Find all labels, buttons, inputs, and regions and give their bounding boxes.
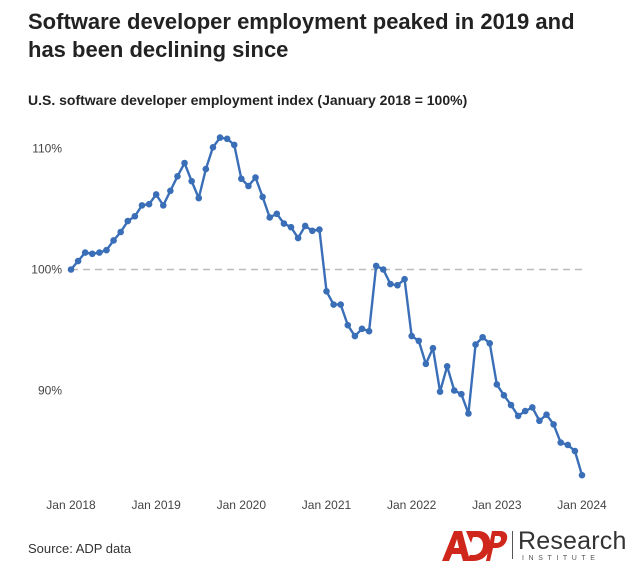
data-point-2018-10 bbox=[131, 212, 139, 220]
data-point-2020-08 bbox=[287, 223, 295, 231]
x-tick-label: Jan 2018 bbox=[46, 498, 96, 512]
data-point-2019-03 bbox=[167, 187, 174, 195]
x-tick-label: Jan 2023 bbox=[472, 498, 522, 512]
data-point-2019-07 bbox=[195, 194, 203, 202]
data-point-2022-06 bbox=[443, 363, 451, 370]
data-point-2020-11 bbox=[309, 227, 316, 235]
data-point-2019-04 bbox=[174, 173, 181, 180]
y-tick-label: 110% bbox=[32, 142, 62, 156]
data-point-2021-12 bbox=[401, 275, 408, 283]
data-point-2018-01 bbox=[67, 266, 75, 273]
data-point-2019-10 bbox=[216, 134, 224, 141]
logo-research-text: Research bbox=[518, 527, 627, 555]
data-point-2022-01 bbox=[408, 332, 415, 340]
data-point-2021-09 bbox=[379, 266, 387, 273]
data-point-2020-10 bbox=[301, 222, 309, 230]
data-point-2021-07 bbox=[365, 327, 373, 335]
data-point-2018-08 bbox=[117, 228, 124, 236]
data-point-2020-05 bbox=[266, 214, 274, 221]
data-point-2020-03 bbox=[252, 174, 259, 181]
y-tick-label: 100% bbox=[31, 263, 62, 277]
x-tick-label: Jan 2019 bbox=[131, 498, 181, 512]
data-point-2018-06 bbox=[103, 246, 110, 254]
logo-institute-text: INSTITUTE bbox=[522, 555, 600, 562]
data-point-2018-07 bbox=[110, 237, 117, 244]
data-point-2020-12 bbox=[316, 226, 323, 233]
data-point-2018-05 bbox=[96, 249, 103, 256]
data-point-2023-06 bbox=[529, 404, 536, 411]
x-tick-label: Jan 2022 bbox=[387, 498, 437, 512]
data-point-2021-11 bbox=[394, 281, 401, 289]
data-point-2020-06 bbox=[273, 210, 281, 218]
data-point-2018-04 bbox=[88, 250, 96, 258]
data-point-2022-08 bbox=[458, 390, 465, 398]
x-tick-label: Jan 2021 bbox=[302, 498, 352, 512]
data-point-2023-07 bbox=[536, 417, 543, 425]
data-point-2023-09 bbox=[550, 421, 557, 428]
data-point-2021-10 bbox=[387, 280, 394, 288]
data-point-2020-02 bbox=[245, 182, 252, 190]
data-point-2023-12 bbox=[571, 447, 579, 455]
line-chart: 90% 100% 110% Jan 2018 Jan 2019 Jan 2020 Jan … bbox=[31, 134, 607, 512]
series-line bbox=[70, 136, 584, 476]
data-point-2023-11 bbox=[564, 441, 572, 449]
data-point-2023-01 bbox=[493, 381, 501, 388]
data-point-2023-03 bbox=[507, 401, 515, 409]
x-tick-label: Jan 2024 bbox=[557, 498, 607, 512]
data-point-2022-12 bbox=[486, 340, 494, 347]
data-point-2018-03 bbox=[81, 249, 89, 256]
data-point-2021-08 bbox=[372, 262, 380, 270]
data-point-2023-10 bbox=[557, 439, 565, 446]
data-point-2022-05 bbox=[436, 388, 444, 396]
data-point-2020-07 bbox=[280, 220, 288, 227]
data-point-2022-04 bbox=[429, 344, 437, 352]
data-point-2019-01 bbox=[152, 191, 160, 198]
logo-divider bbox=[512, 531, 513, 559]
chart-subtitle: U.S. software developer employment index… bbox=[28, 92, 468, 108]
data-point-2018-09 bbox=[124, 217, 132, 225]
data-point-2018-11 bbox=[138, 202, 146, 209]
data-point-2020-09 bbox=[294, 234, 302, 242]
data-point-2019-06 bbox=[188, 177, 195, 185]
data-point-2019-08 bbox=[202, 165, 210, 173]
data-point-2022-02 bbox=[415, 337, 423, 345]
x-tick-label: Jan 2020 bbox=[217, 498, 267, 512]
data-point-2019-02 bbox=[159, 202, 167, 209]
data-point-2023-02 bbox=[500, 392, 508, 399]
data-point-2018-02 bbox=[74, 257, 82, 265]
data-point-2022-10 bbox=[472, 341, 479, 348]
data-point-2023-05 bbox=[521, 407, 529, 415]
data-point-2020-01 bbox=[238, 175, 245, 183]
data-point-2019-12 bbox=[230, 141, 238, 149]
data-point-2021-02 bbox=[330, 301, 337, 308]
data-point-2023-04 bbox=[514, 412, 522, 420]
adp-logo-icon bbox=[442, 531, 508, 561]
data-point-2021-03 bbox=[337, 301, 344, 308]
data-point-2022-11 bbox=[479, 333, 486, 341]
data-point-2021-06 bbox=[358, 325, 366, 333]
data-point-2018-12 bbox=[145, 200, 153, 208]
y-tick-label: 90% bbox=[38, 384, 62, 398]
data-point-2021-05 bbox=[351, 332, 359, 340]
data-point-2019-09 bbox=[209, 143, 217, 151]
data-point-2023-08 bbox=[543, 411, 550, 419]
data-point-2021-01 bbox=[323, 287, 330, 295]
source-note: Source: ADP data bbox=[28, 541, 132, 556]
data-point-2022-03 bbox=[422, 360, 430, 368]
data-point-2019-11 bbox=[223, 135, 231, 143]
data-point-2024-01 bbox=[578, 471, 586, 479]
data-point-2020-04 bbox=[259, 193, 266, 201]
adp-research-logo: Research INSTITUTE bbox=[440, 527, 626, 565]
data-point-2021-04 bbox=[344, 321, 352, 329]
data-point-2022-09 bbox=[465, 410, 472, 417]
data-point-2019-05 bbox=[181, 159, 188, 167]
chart-title: Software developer employment peaked in … bbox=[28, 9, 575, 62]
data-point-2022-07 bbox=[450, 387, 458, 394]
